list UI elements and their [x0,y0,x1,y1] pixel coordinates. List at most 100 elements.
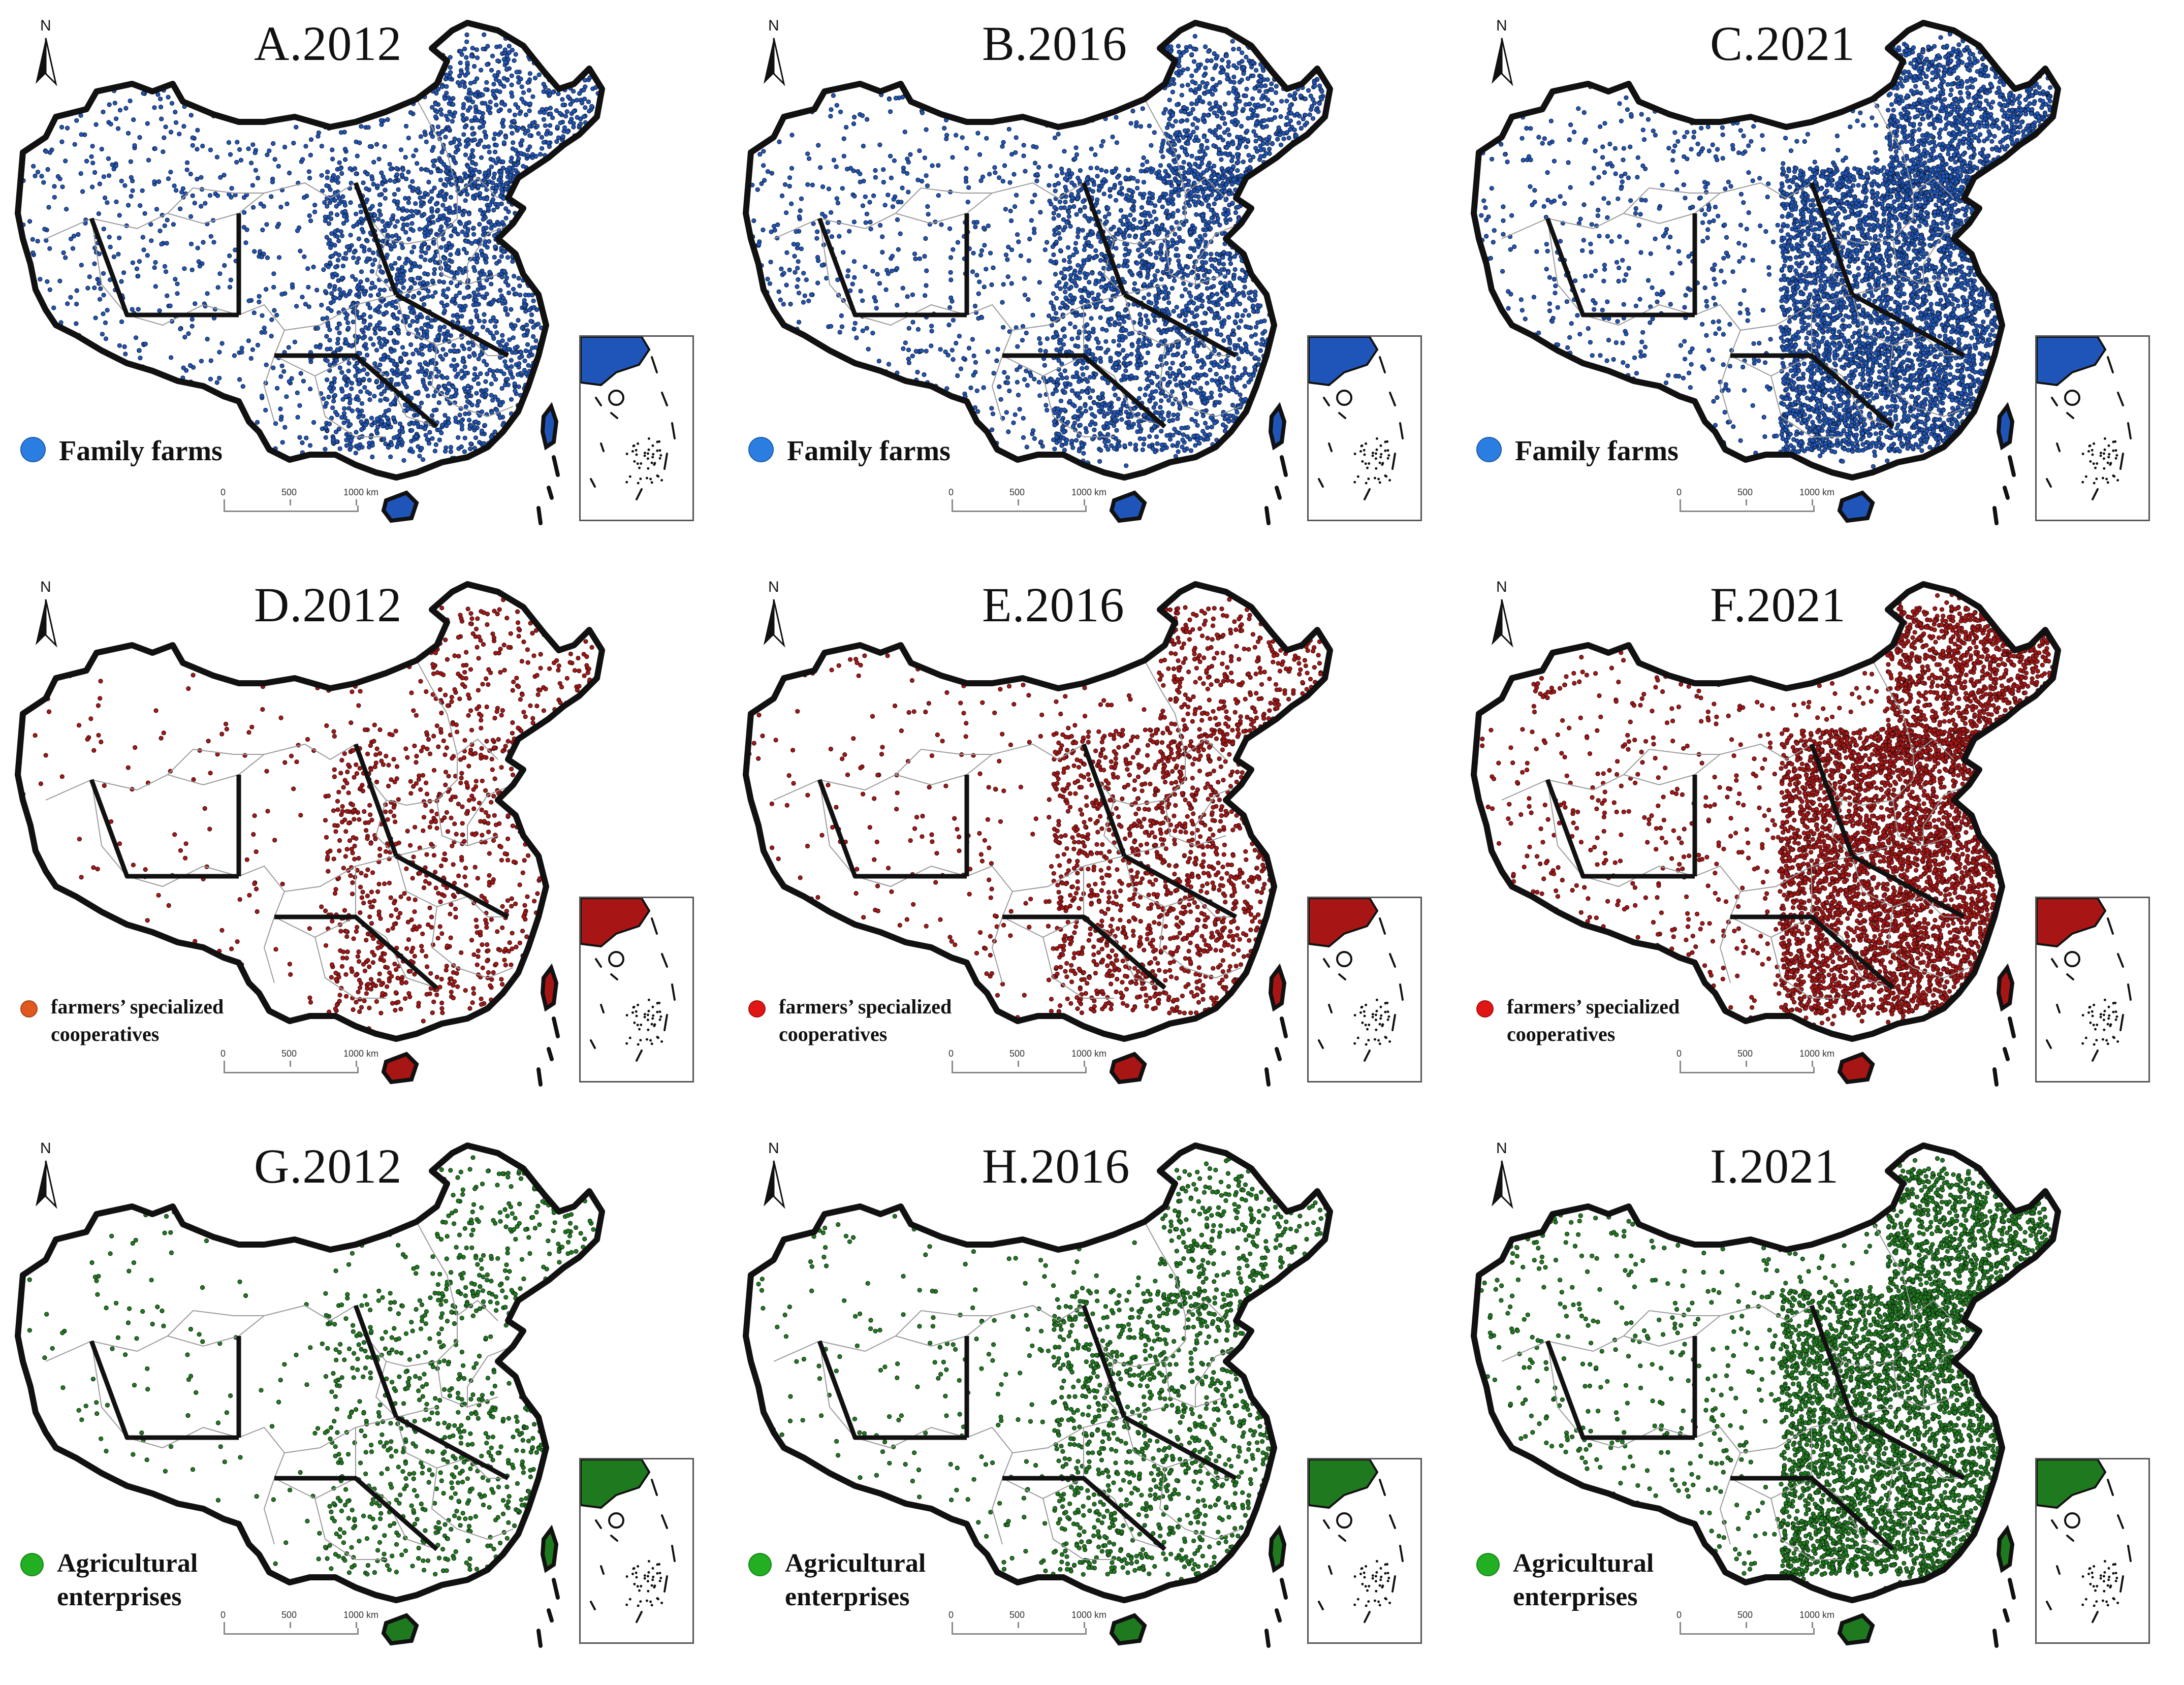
data-point [852,275,857,280]
data-point [476,292,481,297]
data-point [405,314,410,320]
data-point [1247,101,1252,107]
data-point [442,197,448,202]
data-point [470,132,476,137]
data-point [1003,252,1009,258]
data-point [1152,273,1157,278]
data-point [997,175,1002,180]
data-point [977,152,983,157]
data-point [385,117,390,122]
data-point [397,275,403,281]
data-point [485,62,490,67]
data-point [411,153,416,158]
data-point [466,211,472,216]
data-point [359,401,365,406]
data-point [851,219,857,225]
data-point [400,226,405,232]
data-point [1037,393,1042,398]
data-point [560,97,565,102]
data-point [531,305,536,310]
data-point [505,312,510,317]
data-point [470,100,476,105]
data-point [61,250,66,256]
data-point [1209,309,1214,314]
data-point [564,109,569,114]
data-point [393,420,398,425]
data-point [589,104,594,109]
data-point [1097,459,1102,464]
data-point [359,419,364,424]
data-point [1067,205,1072,210]
data-point [399,172,404,177]
data-point [93,122,99,127]
data-point [414,148,419,153]
data-point [84,158,89,164]
data-point [424,387,429,392]
data-point [511,287,516,292]
data-point [78,171,83,176]
data-point [1082,205,1087,210]
data-point [1194,313,1199,318]
data-point [161,149,166,154]
data-point [64,207,69,212]
data-point [462,124,468,130]
data-point [295,415,300,420]
data-point [451,384,456,390]
data-point [388,167,393,172]
inset-island [660,479,663,482]
data-point [473,104,478,109]
data-point [1161,138,1166,143]
data-point [992,165,997,170]
data-point [35,169,41,175]
data-point [397,256,402,261]
data-point [460,229,465,234]
data-point [448,348,453,354]
data-point [445,391,450,396]
data-point [565,130,570,135]
data-point [1249,334,1254,339]
data-point [530,293,535,298]
data-point [250,142,256,147]
data-point [527,101,533,106]
data-point [377,202,383,207]
data-point [562,125,567,130]
data-point [422,426,427,431]
data-point [117,235,122,240]
data-point [1219,267,1224,272]
data-point [280,440,285,445]
data-point [490,197,496,202]
data-point [1080,389,1085,394]
data-point [525,342,530,347]
data-point [349,444,354,450]
data-point [531,334,536,339]
data-point [259,255,264,260]
data-point [477,221,482,227]
data-point [418,312,423,317]
data-point [140,235,145,240]
data-point [1235,410,1240,415]
data-point [1317,83,1322,88]
data-point [458,221,463,226]
data-point [1183,287,1188,292]
data-point [1203,260,1209,265]
data-point [443,261,448,266]
data-point [1235,168,1240,173]
data-point [1154,255,1159,260]
data-point [327,386,332,391]
legend-label: Family farms [59,437,223,465]
data-point [1226,90,1231,96]
data-point [467,105,473,110]
data-point [826,186,832,192]
data-point [335,258,341,263]
data-point [1103,339,1109,344]
china-map [15,20,605,525]
data-point [1205,286,1210,291]
data-point [891,197,896,202]
data-point [325,169,330,175]
data-point [1134,261,1140,266]
data-point [418,195,423,200]
data-point [344,217,350,223]
data-point [924,268,929,273]
data-point [200,143,205,149]
data-point [906,357,911,362]
